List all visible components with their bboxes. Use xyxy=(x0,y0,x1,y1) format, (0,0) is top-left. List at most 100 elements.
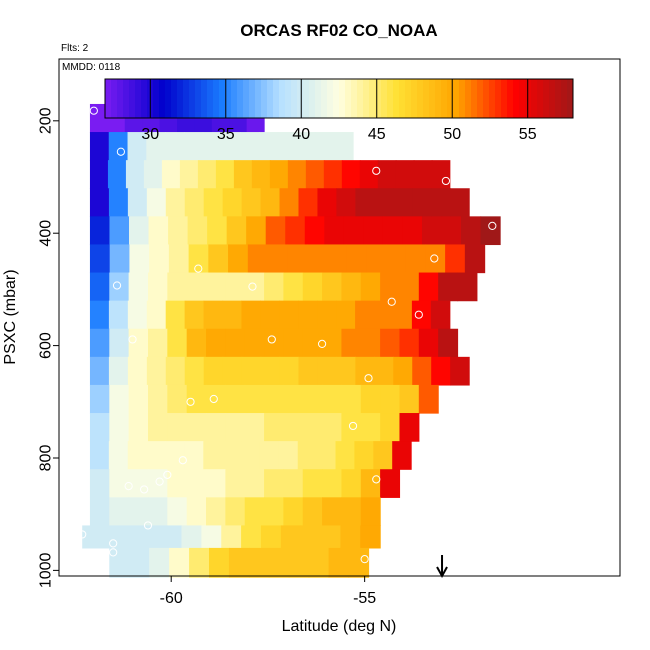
heatmap-cell xyxy=(89,188,110,217)
heatmap-cell xyxy=(285,216,306,246)
heatmap-cell xyxy=(128,272,149,302)
heatmap-cell xyxy=(206,272,226,302)
heatmap-cell xyxy=(360,469,381,498)
heatmap-cell xyxy=(341,469,362,498)
data-point xyxy=(178,456,187,465)
data-point xyxy=(414,310,423,319)
heatmap-cell xyxy=(186,328,207,358)
heatmap-cell xyxy=(221,525,242,549)
data-point xyxy=(348,421,358,431)
colorbar-swatch xyxy=(279,79,286,118)
heatmap-cell xyxy=(302,328,323,358)
heatmap-cell xyxy=(395,160,415,189)
heatmap-cell xyxy=(260,525,282,549)
heatmap-cell xyxy=(128,413,149,442)
heatmap-cell xyxy=(464,244,486,274)
heatmap-cell xyxy=(109,272,130,302)
heatmap-cell xyxy=(109,469,130,498)
heatmap-cell xyxy=(279,356,300,386)
heatmap-cell xyxy=(297,441,318,470)
colorbar-swatch xyxy=(411,79,418,118)
heatmap-cell xyxy=(89,469,110,498)
colorbar-swatch xyxy=(381,79,388,118)
heatmap-cell xyxy=(246,216,267,246)
plot-frame xyxy=(58,58,621,577)
colorbar-swatch xyxy=(345,79,352,118)
heatmap-cell xyxy=(147,272,168,302)
heatmap-cell xyxy=(405,244,426,274)
heatmap-cell xyxy=(102,525,123,549)
heatmap-cell xyxy=(186,469,207,498)
colorbar-swatch xyxy=(387,79,394,118)
chart-title: ORCAS RF02 CO_NOAA xyxy=(240,21,437,40)
heatmap-cell xyxy=(373,441,393,470)
heatmap-cell xyxy=(146,356,167,386)
heatmap-cell xyxy=(244,328,265,358)
heatmap-cell xyxy=(322,272,343,302)
heatmap-cell xyxy=(343,216,364,246)
heatmap-cell xyxy=(203,300,224,330)
y-axis: 200 400 600 800 1000 xyxy=(38,107,59,588)
heatmap-cell xyxy=(360,384,381,414)
heatmap-cell xyxy=(393,188,413,217)
heatmap-cell xyxy=(89,356,110,386)
heatmap-cell xyxy=(109,413,130,442)
heatmap-cell xyxy=(341,497,362,527)
heatmap-cell xyxy=(304,216,325,246)
heatmap-cell xyxy=(264,413,284,442)
heatmap-cell xyxy=(146,300,167,330)
heatmap-cell xyxy=(399,328,420,358)
data-point xyxy=(372,475,381,484)
colorbar-swatch xyxy=(351,79,358,118)
flights-note: Flts: 2 xyxy=(61,43,89,54)
heatmap-cell xyxy=(147,497,168,527)
data-point xyxy=(430,254,439,263)
colorbar-swatch xyxy=(417,79,424,118)
heatmap-cell xyxy=(380,272,401,302)
heatmap-cell xyxy=(380,384,401,414)
heatmap-cell xyxy=(324,216,345,246)
heatmap-cell xyxy=(108,441,129,470)
colorbar-swatch xyxy=(255,79,262,118)
heatmap-cell xyxy=(359,160,379,189)
y-tick-label: 800 xyxy=(38,445,55,472)
colorbar-swatch xyxy=(219,79,226,118)
heatmap-cell xyxy=(382,216,404,246)
heatmap-cell xyxy=(264,384,284,414)
heatmap-cell xyxy=(302,272,323,302)
heatmap-cell xyxy=(149,547,170,578)
colorbar-swatch xyxy=(189,79,196,118)
colorbar-swatch xyxy=(201,79,208,118)
heatmap-cell xyxy=(148,216,169,246)
colorbar-swatch xyxy=(537,79,544,118)
data-point xyxy=(317,339,327,349)
heatmap-cell xyxy=(89,384,110,414)
x-tick-label: -55 xyxy=(353,590,376,607)
heatmap-cell xyxy=(225,497,246,527)
data-point xyxy=(109,548,118,557)
heatmap-cell xyxy=(322,469,343,498)
heatmap-cell xyxy=(146,441,167,470)
heatmap-cell xyxy=(184,300,205,330)
colorbar-swatch xyxy=(285,79,292,118)
heatmap-cell xyxy=(412,188,432,217)
heatmap-cell xyxy=(260,300,280,330)
y-tick-label: 600 xyxy=(38,332,55,359)
heatmap-cell xyxy=(457,272,478,302)
colorbar-swatch xyxy=(153,79,160,118)
heatmap-cell xyxy=(128,497,149,527)
heatmap-cell xyxy=(380,413,401,442)
heatmap-cells xyxy=(82,103,501,578)
colorbar-swatch xyxy=(123,79,130,118)
heatmap-cell xyxy=(146,188,167,217)
colorbar-swatch xyxy=(165,79,172,118)
colorbar-swatch xyxy=(267,79,274,118)
heatmap-cell xyxy=(259,441,280,470)
heatmap-cell xyxy=(147,469,168,498)
heatmap-cell xyxy=(450,356,470,386)
colorbar-swatch xyxy=(225,79,232,118)
heatmap-cell xyxy=(109,497,130,527)
heatmap-cell xyxy=(421,216,443,246)
colorbar-swatch xyxy=(435,79,442,118)
heatmap-cell xyxy=(206,469,226,498)
